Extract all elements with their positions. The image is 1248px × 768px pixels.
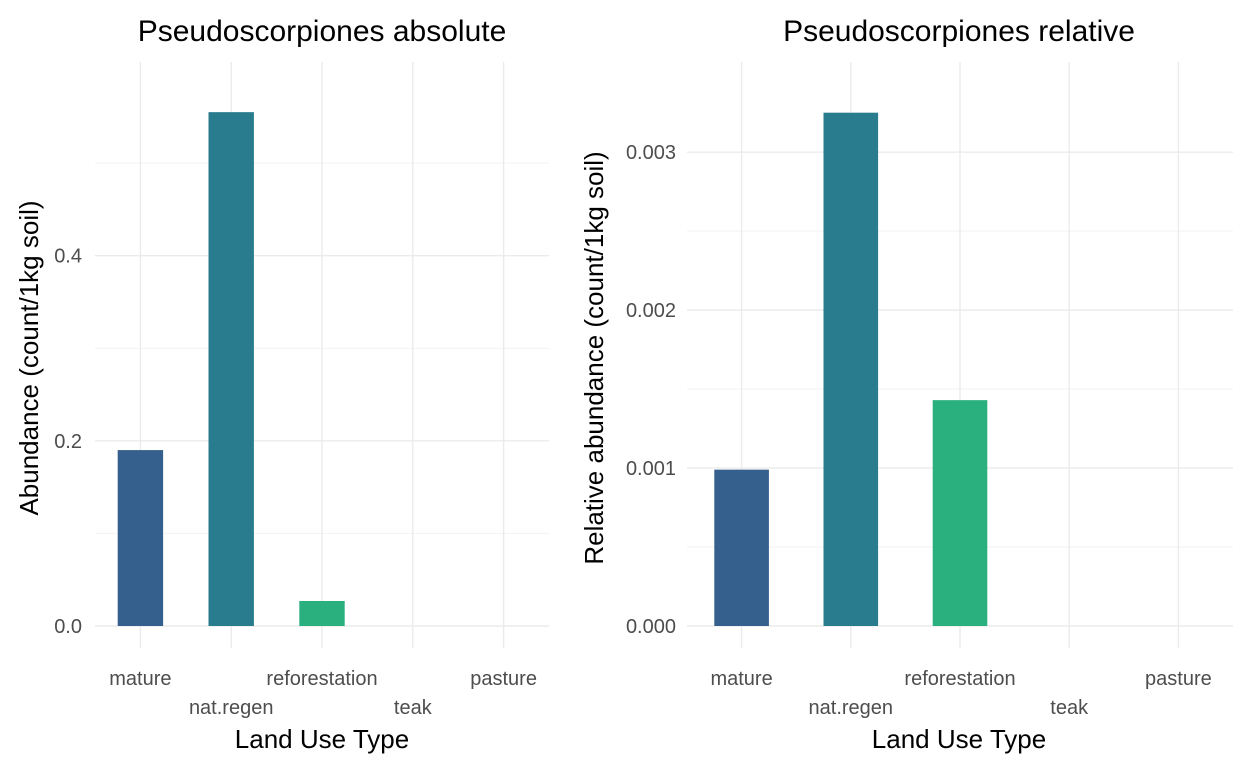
x-tick-label: pasture <box>1145 668 1212 690</box>
grid-relative <box>687 62 1233 648</box>
bar-mature <box>117 450 164 626</box>
x-ticks-relative: mature nat.regen reforestation teak pasture <box>710 668 1211 719</box>
x-ticks-absolute: mature nat.regen reforestation teak pasture <box>109 668 537 719</box>
panel-absolute: 0.0 0.2 0.4 mature nat.regen reforestation te… <box>14 15 549 754</box>
y-ticks-relative: 0.000 0.001 0.002 0.003 <box>626 142 676 638</box>
x-tick-label: pasture <box>470 668 537 690</box>
x-tick-label: nat.regen <box>189 697 274 719</box>
x-axis-title-relative: Land Use Type <box>872 724 1046 754</box>
y-tick-label: 0.0 <box>54 616 82 638</box>
y-axis-title-relative: Relative abundance (count/1kg soil) <box>579 151 609 564</box>
y-tick-label: 0.000 <box>626 616 676 638</box>
y-tick-label: 0.003 <box>626 142 676 164</box>
y-ticks-absolute: 0.0 0.2 0.4 <box>54 246 82 638</box>
panel-relative: 0.000 0.001 0.002 0.003 mature nat.regen refo… <box>579 15 1233 754</box>
chart-title-relative: Pseudoscorpiones relative <box>783 15 1135 48</box>
y-tick-label: 0.001 <box>626 458 676 480</box>
bar-reforestation <box>299 601 345 626</box>
grid-absolute <box>95 62 549 648</box>
x-tick-label: reforestation <box>266 668 377 690</box>
bars-absolute <box>117 112 345 627</box>
x-tick-label: mature <box>710 668 772 690</box>
bars-relative <box>714 112 988 627</box>
x-tick-label: teak <box>394 697 433 719</box>
bar-mature <box>714 469 769 626</box>
y-tick-label: 0.4 <box>54 246 82 268</box>
x-tick-label: nat.regen <box>809 697 894 719</box>
y-tick-label: 0.2 <box>54 431 82 453</box>
x-tick-label: reforestation <box>904 668 1015 690</box>
bar-reforestation <box>932 400 988 626</box>
x-tick-label: mature <box>109 668 171 690</box>
x-tick-label: teak <box>1050 697 1089 719</box>
x-axis-title-absolute: Land Use Type <box>235 724 409 754</box>
y-axis-title-absolute: Abundance (count/1kg soil) <box>14 200 44 515</box>
y-tick-label: 0.002 <box>626 300 676 322</box>
chart-title-absolute: Pseudoscorpiones absolute <box>138 15 507 48</box>
bar-nat-regen <box>823 112 879 627</box>
bar-nat-regen <box>208 112 254 627</box>
